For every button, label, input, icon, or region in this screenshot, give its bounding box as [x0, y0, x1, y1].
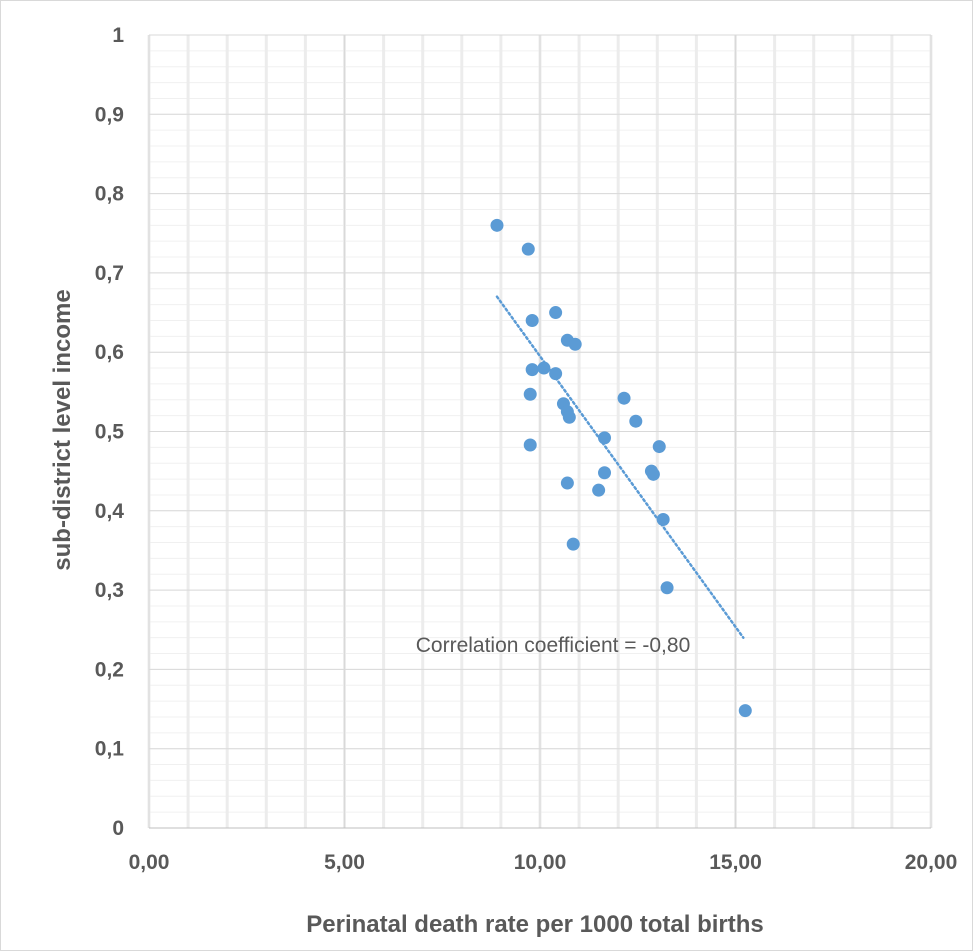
y-tick-label: 0,9	[95, 103, 124, 126]
y-tick-label: 0,3	[95, 579, 124, 602]
y-tick-label: 0,6	[95, 341, 124, 364]
data-point	[660, 581, 674, 595]
data-point	[537, 361, 551, 375]
x-tick-label: 15,00	[709, 851, 762, 874]
data-point	[560, 476, 574, 490]
y-tick-label: 1	[112, 24, 124, 47]
x-tick-label: 10,00	[514, 851, 567, 874]
data-point	[592, 483, 606, 497]
data-point	[652, 440, 666, 454]
data-point	[490, 218, 504, 232]
y-tick-label: 0,8	[95, 183, 125, 206]
data-point	[549, 367, 563, 381]
data-point	[598, 431, 612, 445]
y-tick-label: 0,4	[95, 500, 125, 523]
x-tick-label: 20,00	[905, 851, 958, 874]
data-point	[617, 391, 631, 405]
data-points	[490, 218, 752, 718]
data-point	[598, 466, 612, 480]
data-point	[656, 513, 670, 527]
x-axis-tick-labels: 0,00 5,00 10,00 15,00 20,00	[129, 851, 958, 874]
data-point	[523, 438, 537, 452]
data-point	[562, 410, 576, 424]
correlation-annotation: Correlation coefficient = -0,80	[416, 634, 691, 657]
data-point	[549, 306, 563, 320]
data-point	[521, 242, 535, 256]
data-point	[523, 387, 537, 401]
y-axis-tick-labels: 0 0,1 0,2 0,3 0,4 0,5 0,6 0,7 0,8 0,9 1	[95, 24, 125, 840]
y-tick-label: 0,2	[95, 658, 124, 681]
y-tick-label: 0	[112, 817, 124, 840]
data-point	[525, 363, 539, 377]
data-point	[525, 313, 539, 327]
y-tick-label: 0,5	[95, 421, 125, 444]
y-axis-title: sub-district level income	[49, 289, 76, 570]
x-axis-title: Perinatal death rate per 1000 total birt…	[306, 911, 764, 938]
data-point	[566, 537, 580, 551]
trendline	[495, 295, 745, 639]
data-point	[568, 337, 582, 351]
data-point	[646, 467, 660, 481]
data-point	[629, 414, 643, 428]
y-tick-label: 0,1	[95, 738, 125, 761]
x-tick-label: 0,00	[129, 851, 170, 874]
y-tick-label: 0,7	[95, 262, 124, 285]
x-tick-label: 5,00	[324, 851, 365, 874]
data-point	[738, 704, 752, 718]
